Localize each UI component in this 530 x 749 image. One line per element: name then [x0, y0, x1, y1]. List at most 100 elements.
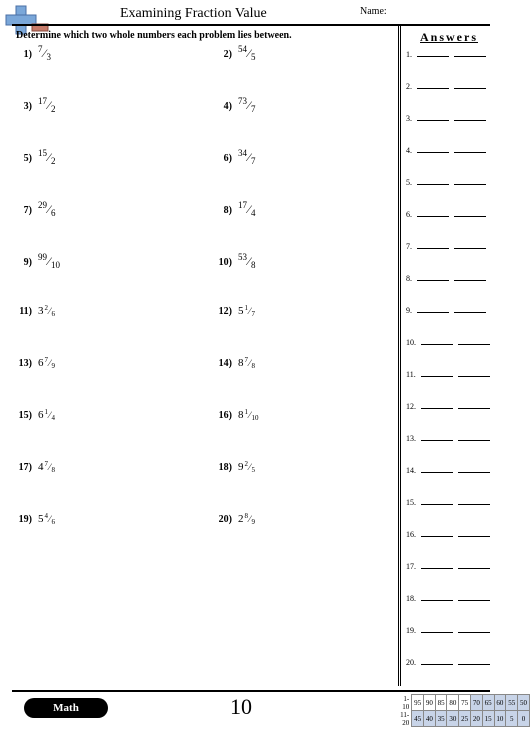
page-number: 10: [230, 694, 252, 720]
answer-blank: [454, 152, 486, 153]
problem-row: 9)99⁄1010)53⁄8: [16, 252, 396, 272]
score-row: 11-20454035302520151050: [398, 711, 530, 727]
answer-blank: [454, 312, 486, 313]
answer-row: 12.: [406, 402, 490, 411]
problem-number: 14): [216, 358, 232, 369]
fraction: 67⁄9: [38, 356, 55, 370]
score-cell: 35: [435, 711, 447, 727]
answer-blank: [417, 88, 449, 89]
problem: 20) 28⁄9: [216, 512, 406, 526]
answer-blank: [458, 568, 490, 569]
answer-blank: [421, 504, 453, 505]
score-row: 1-1095908580757065605550: [398, 695, 530, 711]
answer-blank: [454, 120, 486, 121]
score-cell: 45: [412, 711, 424, 727]
fraction: 53⁄8: [238, 252, 256, 270]
problem-number: 1): [16, 49, 32, 60]
problem-row: 15) 61⁄4 16) 81⁄10: [16, 408, 396, 428]
instruction: Determine which two whole numbers each p…: [16, 30, 292, 41]
problem-number: 4): [216, 101, 232, 112]
answer-blank: [421, 536, 453, 537]
answer-row: 10.: [406, 338, 490, 347]
score-cell: 40: [423, 711, 435, 727]
answer-row: 19.: [406, 626, 490, 635]
header-rule: [12, 24, 490, 26]
answer-blank: [417, 152, 449, 153]
answer-blank: [417, 248, 449, 249]
score-cell: 50: [518, 695, 530, 711]
fraction: 61⁄4: [38, 408, 55, 422]
footer-rule: [12, 690, 490, 692]
math-badge: Math: [24, 698, 108, 718]
problem-number: 10): [216, 257, 232, 268]
answer-blank: [421, 632, 453, 633]
answer-row: 3.: [406, 114, 486, 123]
answer-row: 13.: [406, 434, 490, 443]
score-cell: 20: [471, 711, 483, 727]
problem: 15) 61⁄4: [16, 408, 206, 422]
problem-number: 16): [216, 410, 232, 421]
answer-blank: [417, 280, 449, 281]
answer-row: 20.: [406, 658, 490, 667]
name-label: Name:: [360, 6, 387, 17]
problem-number: 7): [16, 205, 32, 216]
problem-row: 19)54⁄6 20) 28⁄9: [16, 512, 396, 532]
problem-row: 13)67⁄914)87⁄8: [16, 356, 396, 376]
score-cell: 65: [482, 695, 494, 711]
answer-blank: [417, 120, 449, 121]
fraction: 17⁄2: [38, 96, 56, 114]
answer-row: 14.: [406, 466, 490, 475]
problem-number: 20): [216, 514, 232, 525]
worksheet-page: Examining Fraction Value Name: Determine…: [0, 0, 530, 749]
answer-blank: [458, 664, 490, 665]
worksheet-title: Examining Fraction Value: [120, 6, 267, 22]
fraction: 34⁄7: [238, 148, 256, 166]
answer-row: 6.: [406, 210, 486, 219]
fraction: 81⁄10: [238, 408, 259, 422]
fraction: 28⁄9: [238, 512, 255, 526]
answer-blank: [458, 472, 490, 473]
score-cell: 55: [506, 695, 518, 711]
score-cell: 85: [435, 695, 447, 711]
problem-number: 15): [16, 410, 32, 421]
problem-number: 8): [216, 205, 232, 216]
answer-blank: [421, 408, 453, 409]
fraction: 99⁄10: [38, 252, 60, 270]
answer-row: 8.: [406, 274, 486, 283]
fraction: 7⁄3: [38, 44, 51, 62]
score-cell: 75: [459, 695, 471, 711]
answer-blank: [458, 600, 490, 601]
problem-number: 13): [16, 358, 32, 369]
problem: 4)73⁄7: [216, 96, 406, 114]
problem-number: 18): [216, 462, 232, 473]
score-cell: 95: [412, 695, 424, 711]
answer-blank: [421, 344, 453, 345]
answer-row: 11.: [406, 370, 490, 379]
score-cell: 60: [494, 695, 506, 711]
score-label: 11-20: [398, 711, 412, 727]
answer-blank: [454, 216, 486, 217]
answer-blank: [421, 600, 453, 601]
problem-number: 5): [16, 153, 32, 164]
answer-blank: [458, 536, 490, 537]
problem: 17)47⁄8: [16, 460, 206, 474]
answer-blank: [454, 56, 486, 57]
answer-blank: [458, 344, 490, 345]
answer-blank: [454, 88, 486, 89]
answer-row: 5.: [406, 178, 486, 187]
score-cell: 10: [494, 711, 506, 727]
problem: 1) 7⁄3: [16, 44, 206, 62]
problem: 19)54⁄6: [16, 512, 206, 526]
score-cell: 25: [459, 711, 471, 727]
problem: 2)54⁄5: [216, 44, 406, 62]
problem-row: 7)29⁄68)17⁄4: [16, 200, 396, 220]
problem: 16) 81⁄10: [216, 408, 406, 422]
problem-row: 5)15⁄26)34⁄7: [16, 148, 396, 168]
score-cell: 0: [518, 711, 530, 727]
problem: 18)92⁄5: [216, 460, 406, 474]
answer-blank: [417, 56, 449, 57]
answer-row: 18.: [406, 594, 490, 603]
answer-blank: [458, 408, 490, 409]
score-cell: 80: [447, 695, 459, 711]
answer-blank: [458, 632, 490, 633]
